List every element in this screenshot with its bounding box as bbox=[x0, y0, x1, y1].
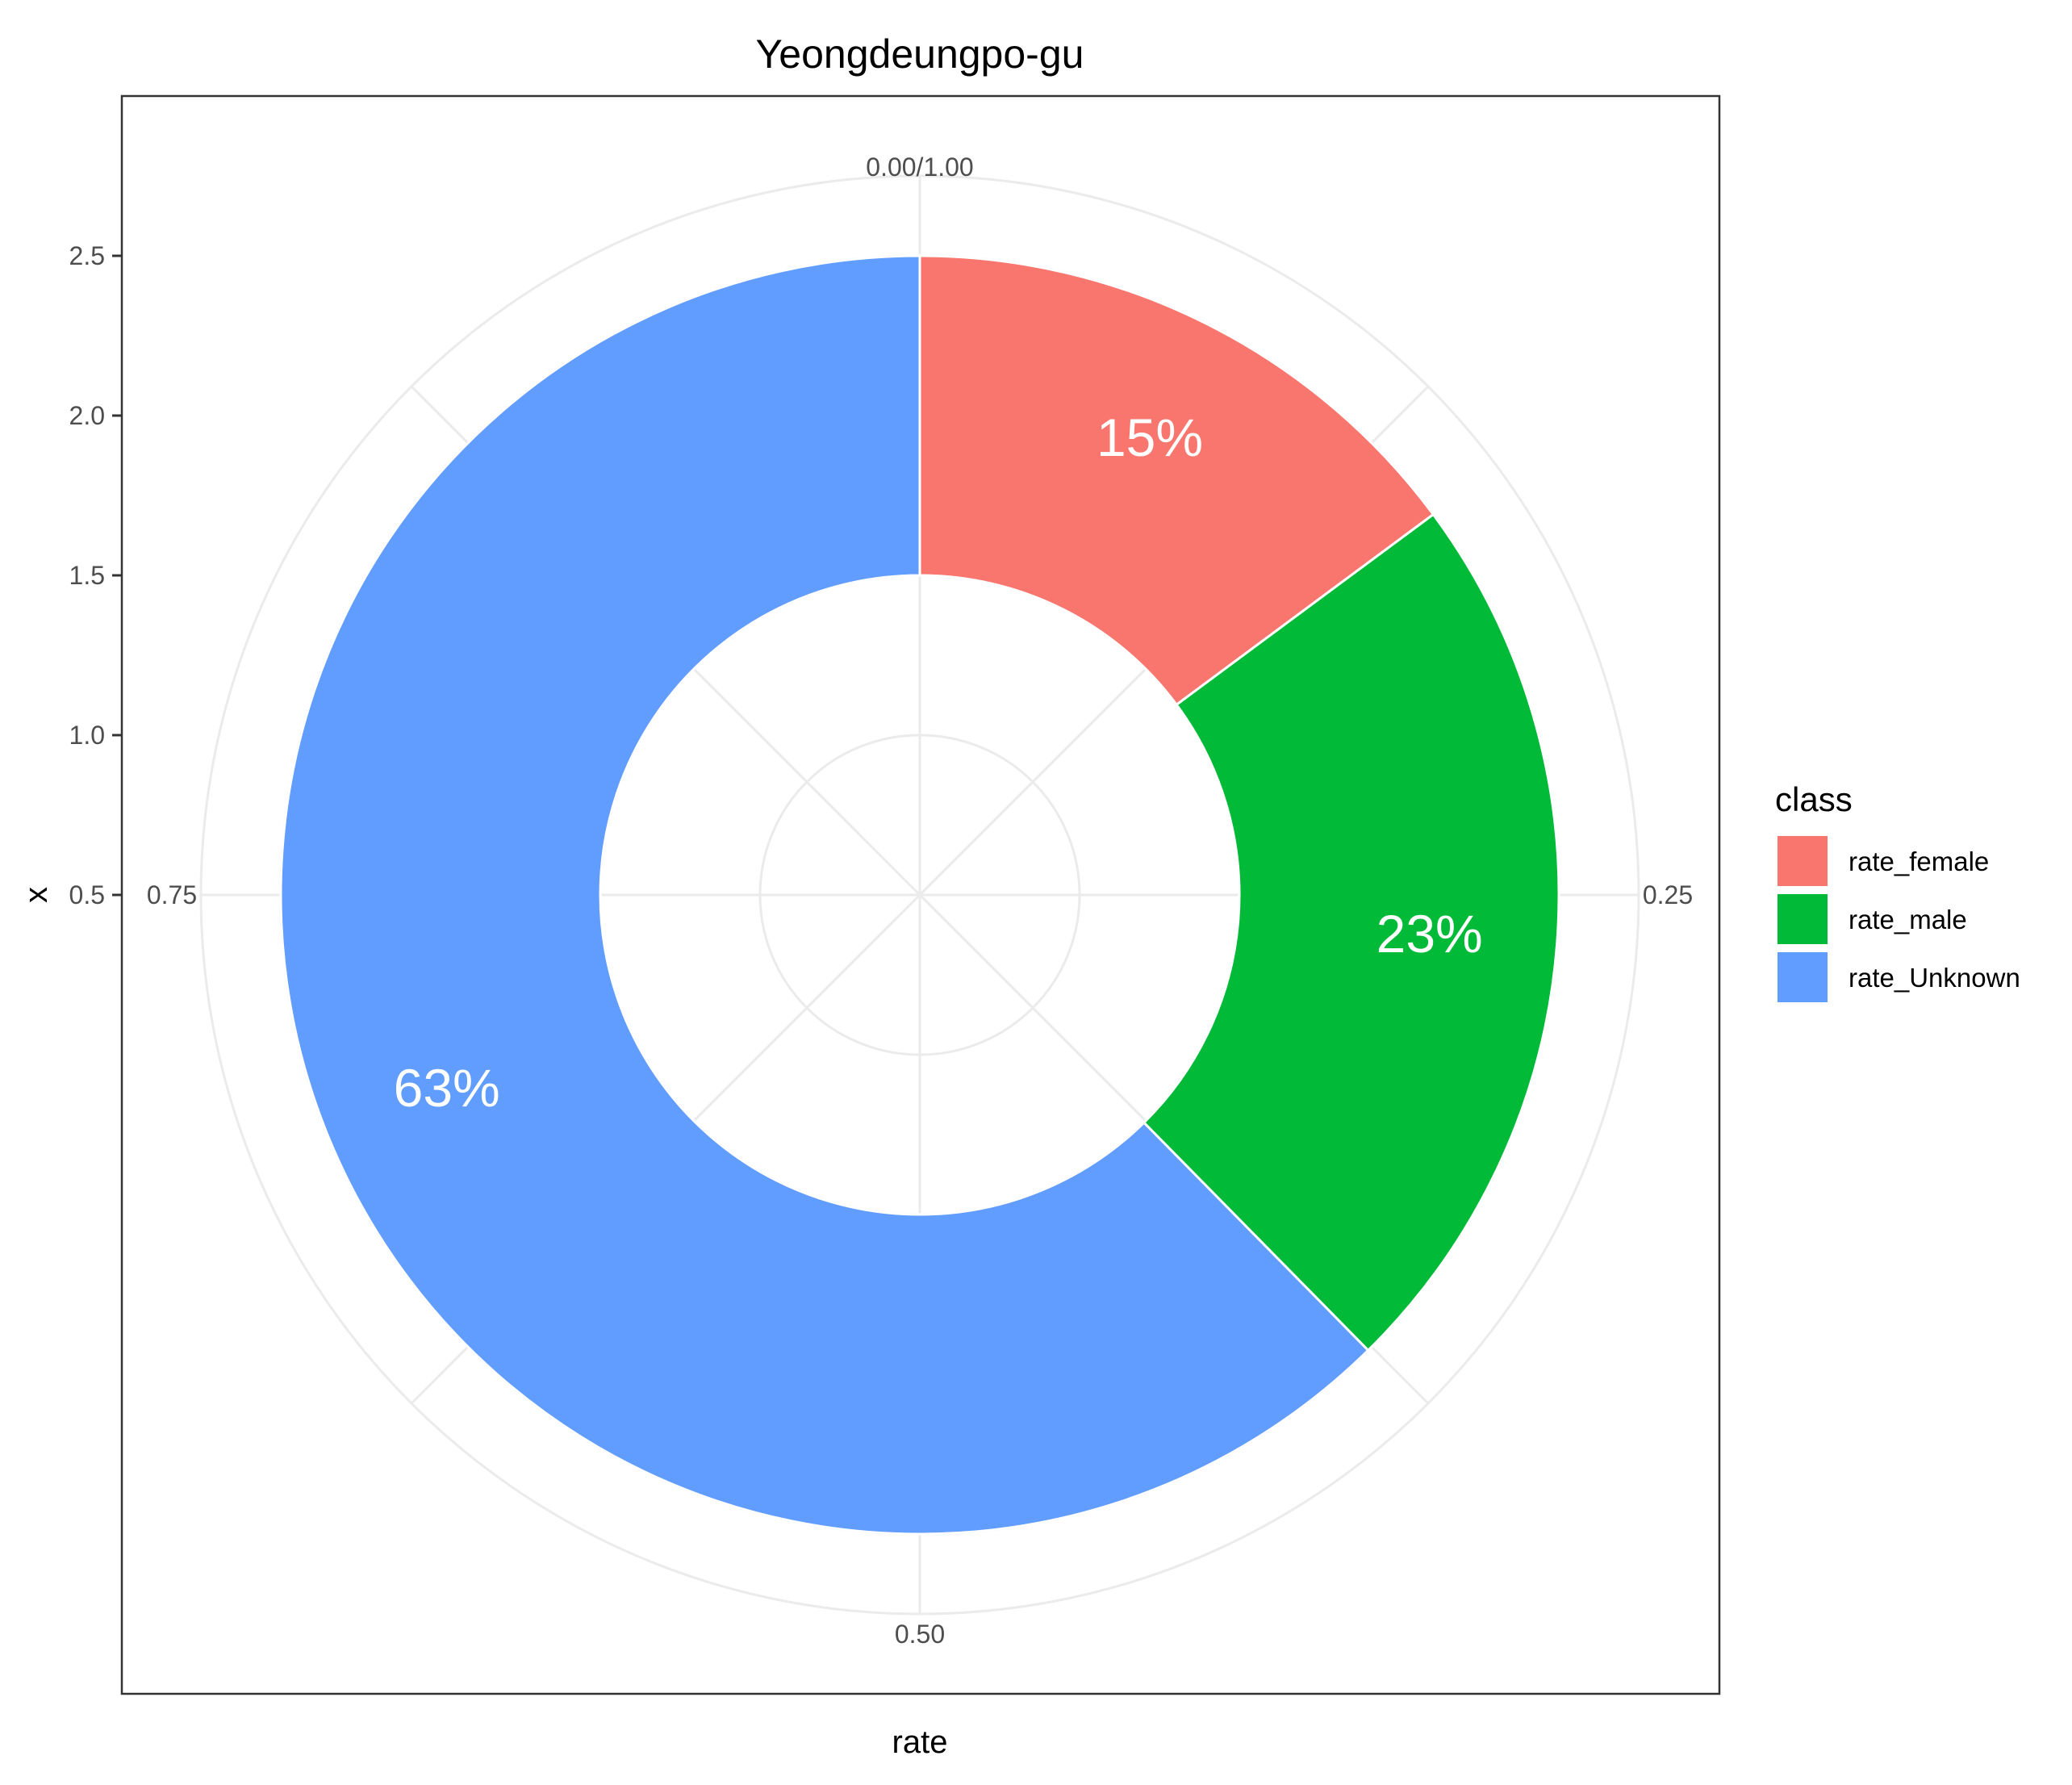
slice-rate-unknown bbox=[279, 254, 1370, 1536]
y-tick-label: 2.5 bbox=[69, 241, 105, 270]
legend-swatch bbox=[1777, 952, 1828, 1002]
legend-swatch bbox=[1777, 836, 1828, 886]
y-tick-label: 0.5 bbox=[69, 880, 105, 909]
y-tick-label: 1.5 bbox=[69, 561, 105, 590]
chart-title: Yeongdeungpo-gu bbox=[756, 31, 1084, 77]
slice-rate-female bbox=[918, 254, 1435, 707]
y-tick-label: 2.0 bbox=[69, 401, 105, 430]
slice-label: 15% bbox=[1097, 408, 1203, 467]
y-tick-label: 1.0 bbox=[69, 721, 105, 750]
y-axis-title: x bbox=[19, 887, 54, 903]
legend-label: rate_Unknown bbox=[1849, 963, 2020, 993]
slice-rate-male bbox=[1142, 512, 1560, 1352]
angle-tick-labels: 0.00/1.00 0.25 0.50 0.75 bbox=[147, 153, 1693, 1649]
legend-label: rate_female bbox=[1849, 847, 1989, 876]
donut-slices bbox=[279, 254, 1560, 1536]
angle-tick-label: 0.25 bbox=[1643, 880, 1693, 909]
angle-tick-label: 0.50 bbox=[895, 1620, 945, 1649]
legend-label: rate_male bbox=[1849, 905, 1967, 934]
x-axis-title: rate bbox=[892, 1724, 948, 1760]
legend: class rate_female rate_male rate_Unknown bbox=[1775, 780, 2020, 1002]
slice-labels: 15% 23% 63% bbox=[394, 408, 1483, 1118]
y-axis: 0.5 1.0 1.5 2.0 2.5 bbox=[69, 241, 122, 909]
angle-tick-label: 0.75 bbox=[147, 880, 197, 909]
legend-swatch bbox=[1777, 894, 1828, 944]
slice-label: 23% bbox=[1376, 904, 1483, 964]
angle-tick-label: 0.00/1.00 bbox=[866, 153, 973, 182]
slice-label: 63% bbox=[394, 1058, 500, 1118]
legend-title: class bbox=[1775, 780, 1853, 818]
